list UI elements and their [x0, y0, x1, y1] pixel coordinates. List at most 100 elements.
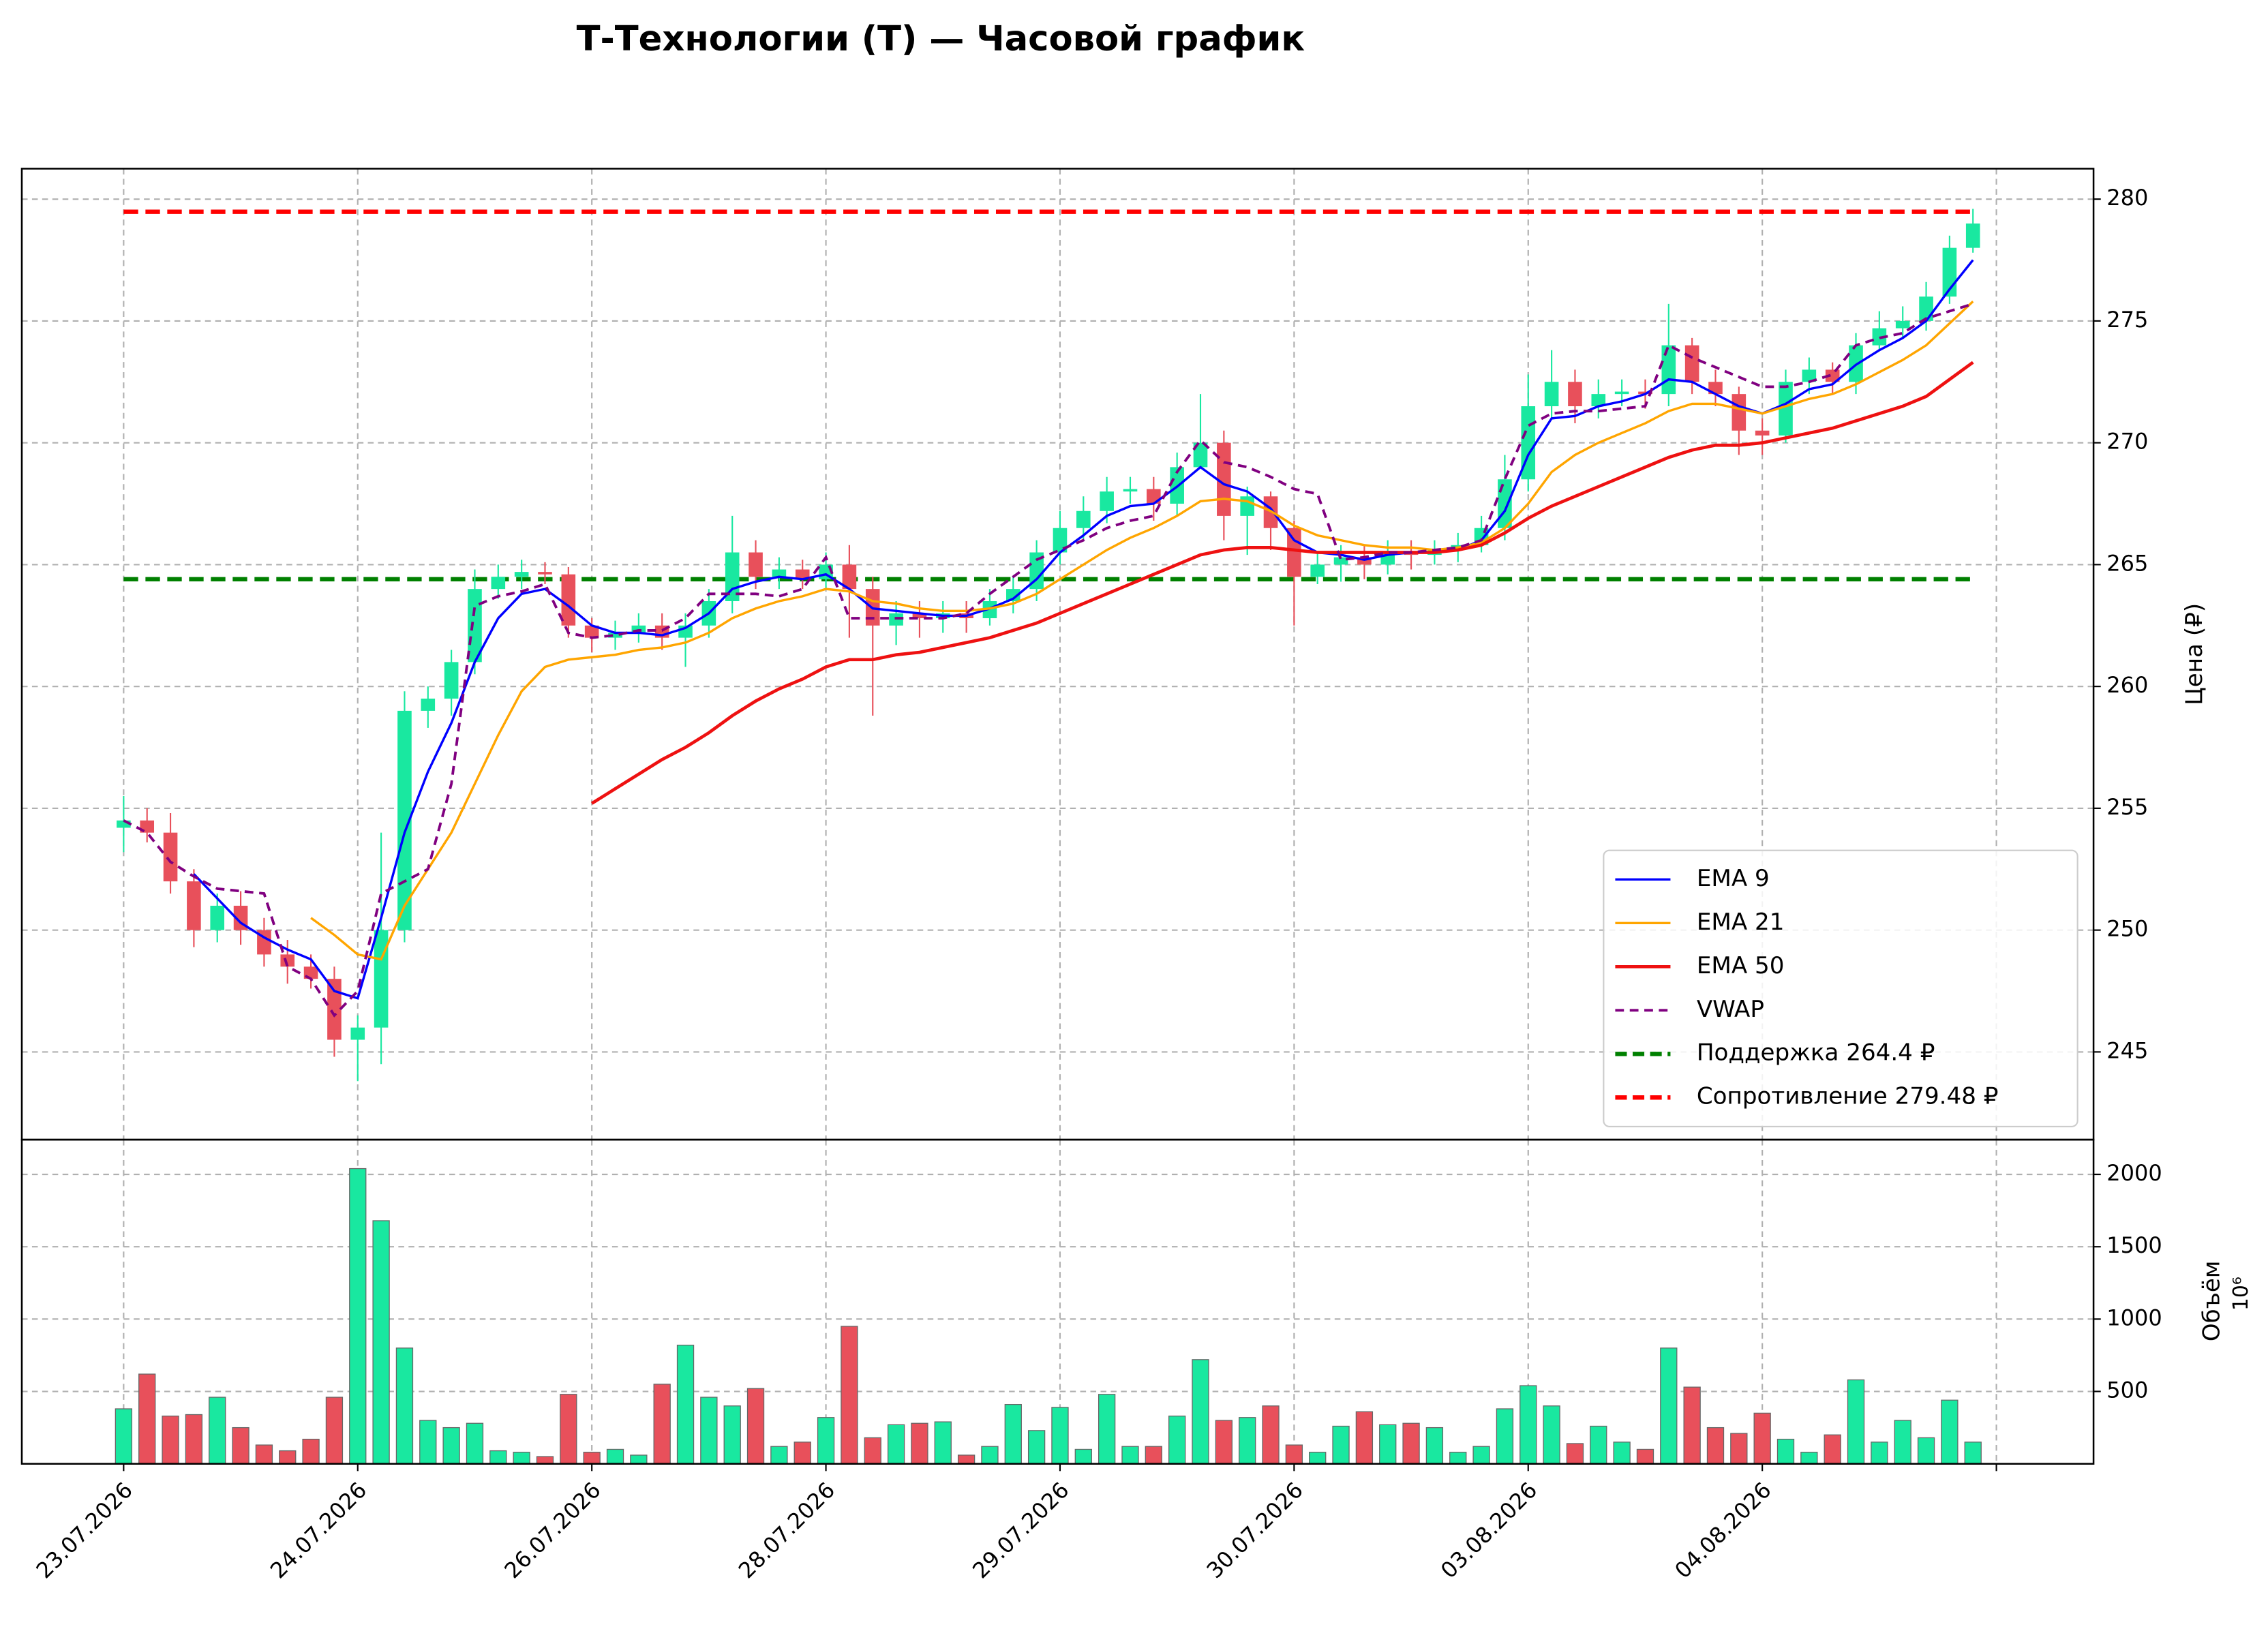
volume-tick-label: 2000 [2106, 1160, 2162, 1186]
volume-bar [1917, 1437, 1935, 1465]
volume-bar [1145, 1446, 1162, 1465]
volume-bar [723, 1405, 741, 1465]
volume-axis-label: Объём [2198, 1260, 2225, 1341]
candle-body [210, 905, 225, 930]
volume-bar [1706, 1427, 1725, 1465]
candle-body [842, 564, 857, 590]
candle-body [1614, 391, 1629, 395]
volume-bar [981, 1446, 999, 1465]
y-tick-label: 250 [2106, 916, 2148, 942]
volume-bar [1590, 1425, 1607, 1465]
volume-bar [1753, 1412, 1771, 1465]
volume-bar [513, 1452, 530, 1465]
volume-tick-label: 1000 [2106, 1305, 2162, 1330]
candle-body [1029, 552, 1044, 590]
indicator-line [123, 303, 1974, 1018]
volume-bar [325, 1397, 344, 1465]
chart-title: Т-Технологии (T) — Часовой график [577, 18, 1305, 59]
y-tick-label: 280 [2106, 185, 2148, 211]
candle-body [117, 820, 131, 828]
y-tick-label: 275 [2106, 307, 2148, 333]
y-tick-label: 255 [2106, 794, 2148, 820]
volume-bar [302, 1438, 320, 1465]
volume-bar [1168, 1415, 1186, 1465]
volume-bar [1449, 1452, 1467, 1465]
y-tick-label: 270 [2106, 429, 2148, 455]
volume-bar [1964, 1442, 1982, 1465]
volume-bar [1215, 1420, 1233, 1465]
y-axis-label: Цена (₽) [2181, 603, 2208, 705]
volume-bar [1894, 1420, 1911, 1465]
y-tick-label: 265 [2106, 550, 2148, 576]
candle-body [1310, 564, 1325, 577]
candle-body [1568, 382, 1582, 407]
volume-bar [138, 1373, 156, 1465]
candle-body [350, 1027, 365, 1040]
legend-label: EMA 9 [1697, 865, 1770, 892]
legend-label: EMA 50 [1697, 952, 1785, 979]
volume-bar [700, 1397, 718, 1465]
volume-bar [1776, 1438, 1795, 1465]
volume-bar [934, 1421, 952, 1465]
candle-body [1544, 382, 1559, 407]
indicator-line [193, 259, 1974, 1000]
candle-body [1357, 557, 1372, 565]
volume-tick-label: 1500 [2106, 1232, 2162, 1258]
volume-bar [1543, 1405, 1560, 1465]
volume-bar [1472, 1446, 1490, 1465]
candle-body [1006, 589, 1020, 602]
volume-bar [864, 1437, 881, 1465]
candle-body [1123, 489, 1138, 492]
candle-body [187, 881, 201, 930]
volume-bar [887, 1424, 905, 1465]
candle-body [772, 569, 787, 577]
volume-bar [1800, 1452, 1818, 1465]
legend-box [1603, 849, 2078, 1127]
volume-bar [653, 1384, 671, 1465]
volume-bar [395, 1347, 414, 1465]
volume-bar [1262, 1405, 1280, 1465]
volume-bar [1402, 1422, 1420, 1465]
candle-body [795, 569, 810, 579]
volume-bar [676, 1344, 695, 1465]
volume-bar [115, 1408, 133, 1465]
volume-bar [1285, 1444, 1303, 1465]
candle-body [538, 572, 552, 575]
candle-body [608, 632, 622, 638]
candle-body [1100, 491, 1114, 511]
volume-bar [209, 1397, 226, 1465]
candle-body [1965, 223, 1980, 248]
volume-bar [817, 1417, 835, 1465]
candle-body [1217, 442, 1231, 516]
volume-bar [536, 1456, 554, 1465]
volume-bar [1121, 1446, 1139, 1465]
candle-body [421, 699, 436, 711]
candle-body [1591, 394, 1606, 407]
candle-body [397, 710, 412, 930]
candle-body [280, 954, 295, 967]
volume-bar [419, 1420, 437, 1465]
y-tick-label: 260 [2106, 672, 2148, 698]
candle-body [444, 662, 459, 699]
volume-bar [793, 1442, 811, 1465]
volume-bar [466, 1422, 484, 1465]
legend-label: Поддержка 264.4 ₽ [1697, 1039, 1935, 1067]
candle-body [1193, 442, 1208, 468]
volume-bar [1941, 1399, 1959, 1465]
volume-bar [630, 1454, 648, 1465]
volume-bar [560, 1394, 577, 1465]
volume-bar [279, 1450, 297, 1465]
volume-bar [1425, 1427, 1444, 1465]
candle-body [1661, 345, 1676, 395]
candle-body [1076, 510, 1091, 528]
volume-bar [1660, 1347, 1678, 1465]
volume-bar [911, 1422, 928, 1465]
volume-bar [1847, 1379, 1865, 1465]
candle-body [374, 930, 389, 1028]
volume-bar [1683, 1386, 1701, 1465]
candle-body [514, 572, 529, 577]
legend-label: Сопротивление 279.48 ₽ [1697, 1083, 1999, 1110]
candle-body [1825, 369, 1840, 382]
legend-label: EMA 21 [1697, 909, 1785, 936]
